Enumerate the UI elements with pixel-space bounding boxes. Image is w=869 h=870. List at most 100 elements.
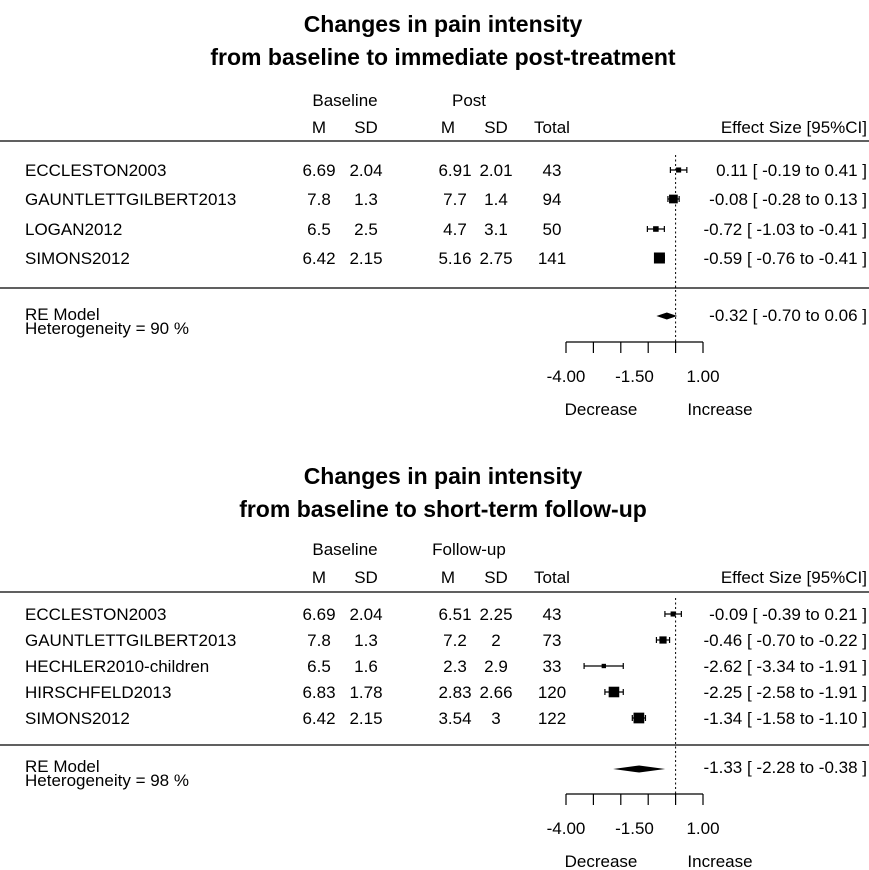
panel-1-col-m1: M — [312, 118, 326, 137]
panel-1-col-effect-size: Effect Size [95%CI] — [721, 118, 867, 137]
panel-2-row-4-name: HIRSCHFELD2013 — [25, 683, 171, 702]
panel-2-model-effect-text: -1.33 [ -2.28 to -0.38 ] — [704, 758, 867, 777]
panel-2-row-5-sd1: 2.15 — [349, 709, 382, 728]
panel-1-col-m2: M — [441, 118, 455, 137]
panel-1-row-4-total: 141 — [538, 249, 566, 268]
panel-1-row-4-sd2: 2.75 — [479, 249, 512, 268]
panel-2-row-4-total: 120 — [538, 683, 566, 702]
panel-2-row-5-m2: 3.54 — [438, 709, 471, 728]
panel-2-row-5-sd2: 3 — [491, 709, 500, 728]
panel-2-model-label: RE Model — [25, 757, 100, 776]
panel-1-title-line-2: from baseline to immediate post-treatmen… — [210, 44, 676, 70]
panel-1-study-rows: ECCLESTON2003 6.69 2.04 6.91 2.01 43 0.11 [ -0… — [25, 161, 867, 268]
panel-2-row-4-point — [608, 686, 620, 698]
panel-2-row-5-total: 122 — [538, 709, 566, 728]
panel-2-row-2-m1: 7.8 — [307, 631, 331, 650]
panel-1-row-1-point — [676, 167, 682, 173]
panel-1-row-2-m2: 7.7 — [443, 190, 467, 209]
panel-1-row-2-effect-text: -0.08 [ -0.28 to 0.13 ] — [709, 190, 867, 209]
panel-2-col-total: Total — [534, 568, 570, 587]
panel-1-row-2-sd2: 1.4 — [484, 190, 508, 209]
panel-2-col-sd2: SD — [484, 568, 508, 587]
panel-2-row-3-total: 33 — [543, 657, 562, 676]
panel-2-row-4-m1: 6.83 — [302, 683, 335, 702]
panel-2-x-tick-label-2: -1.50 — [615, 819, 654, 838]
panel-1-direction-increase: Increase — [687, 400, 752, 419]
panel-2-row-1-total: 43 — [543, 605, 562, 624]
panel-1-model-effect-text: -0.32 [ -0.70 to 0.06 ] — [709, 306, 867, 325]
forest-panel-1: Changes in pain intensity from baseline … — [0, 11, 869, 419]
panel-2-row-5-name: SIMONS2012 — [25, 709, 130, 728]
panel-2-row-2-total: 73 — [543, 631, 562, 650]
panel-2-row-4-effect-text: -2.25 [ -2.58 to -1.91 ] — [704, 683, 867, 702]
panel-1-row-4-point — [653, 252, 665, 264]
panel-2-row-1-sd2: 2.25 — [479, 605, 512, 624]
panel-2-marks: -4.00 -1.50 1.00 Decrease Increase — [547, 598, 753, 870]
panel-2-row-2-m2: 7.2 — [443, 631, 467, 650]
panel-1-summary-diamond — [656, 312, 678, 320]
panel-1-row-2-sd1: 1.3 — [354, 190, 378, 209]
panel-1-x-tick-label-1: -4.00 — [547, 367, 586, 386]
panel-1-row-3-effect-text: -0.72 [ -1.03 to -0.41 ] — [704, 220, 867, 239]
panel-1-row-4-effect-text: -0.59 [ -0.76 to -0.41 ] — [704, 249, 867, 268]
panel-2-title-line-1: Changes in pain intensity — [304, 463, 583, 489]
panel-2-row-5-m1: 6.42 — [302, 709, 335, 728]
panel-1-title-line-1: Changes in pain intensity — [304, 11, 583, 37]
panel-1-col-sd1: SD — [354, 118, 378, 137]
panel-2-row-4-sd2: 2.66 — [479, 683, 512, 702]
panel-1-row-1-sd2: 2.01 — [479, 161, 512, 180]
panel-1-row-2-m1: 7.8 — [307, 190, 331, 209]
panel-1-row-4-name: SIMONS2012 — [25, 249, 130, 268]
panel-1-second-header: Post — [452, 91, 486, 110]
panel-2-row-1-name: ECCLESTON2003 — [25, 605, 166, 624]
panel-2-row-1-sd1: 2.04 — [349, 605, 382, 624]
panel-1-row-1-sd1: 2.04 — [349, 161, 382, 180]
panel-1-col-sd2: SD — [484, 118, 508, 137]
panel-1-x-tick-label-2: -1.50 — [615, 367, 654, 386]
panel-1-row-1-name: ECCLESTON2003 — [25, 161, 166, 180]
panel-2-study-rows: ECCLESTON2003 6.69 2.04 6.51 2.25 43 -0.09 [ -… — [25, 605, 867, 728]
panel-1-row-3-point — [653, 226, 659, 232]
panel-2-row-4-sd1: 1.78 — [349, 683, 382, 702]
panel-2-col-m1: M — [312, 568, 326, 587]
panel-2-row-3-m2: 2.3 — [443, 657, 467, 676]
panel-1-row-4-m2: 5.16 — [438, 249, 471, 268]
panel-1-row-2-total: 94 — [543, 190, 562, 209]
panel-2-second-header: Follow-up — [432, 540, 506, 559]
panel-2-heterogeneity: Heterogeneity = 98 % — [25, 771, 189, 790]
panel-2-summary-diamond — [613, 765, 666, 773]
panel-2-row-2-point — [659, 636, 667, 644]
panel-2-row-2-sd2: 2 — [491, 631, 500, 650]
panel-2-row-3-sd1: 1.6 — [354, 657, 378, 676]
panel-2-baseline-header: Baseline — [312, 540, 377, 559]
panel-2-row-1-point — [670, 611, 676, 617]
panel-2-x-tick-label-3: 1.00 — [686, 819, 719, 838]
panel-1-row-1-total: 43 — [543, 161, 562, 180]
panel-2-row-3-point — [601, 663, 606, 669]
panel-1-row-3-name: LOGAN2012 — [25, 220, 122, 239]
panel-1-row-3-sd1: 2.5 — [354, 220, 378, 239]
panel-2-row-1-m1: 6.69 — [302, 605, 335, 624]
panel-1-row-4-sd1: 2.15 — [349, 249, 382, 268]
panel-2-row-2-name: GAUNTLETTGILBERT2013 — [25, 631, 236, 650]
panel-1-row-2-name: GAUNTLETTGILBERT2013 — [25, 190, 236, 209]
panel-2-row-3-sd2: 2.9 — [484, 657, 508, 676]
panel-2-x-tick-label-1: -4.00 — [547, 819, 586, 838]
panel-1-col-total: Total — [534, 118, 570, 137]
panel-1-row-1-m1: 6.69 — [302, 161, 335, 180]
panel-1-direction-decrease: Decrease — [565, 400, 638, 419]
panel-1-row-3-m1: 6.5 — [307, 220, 331, 239]
panel-2-col-sd1: SD — [354, 568, 378, 587]
panel-1-heterogeneity: Heterogeneity = 90 % — [25, 319, 189, 338]
panel-2-direction-increase: Increase — [687, 852, 752, 870]
panel-2-row-2-effect-text: -0.46 [ -0.70 to -0.22 ] — [704, 631, 867, 650]
panel-1-baseline-header: Baseline — [312, 91, 377, 110]
panel-2-row-5-effect-text: -1.34 [ -1.58 to -1.10 ] — [704, 709, 867, 728]
panel-2-col-m2: M — [441, 568, 455, 587]
panel-1-row-3-total: 50 — [543, 220, 562, 239]
panel-2-row-3-m1: 6.5 — [307, 657, 331, 676]
panel-2-row-5-point — [633, 712, 645, 724]
panel-2-direction-decrease: Decrease — [565, 852, 638, 870]
panel-1-row-1-effect-text: 0.11 [ -0.19 to 0.41 ] — [716, 161, 867, 180]
